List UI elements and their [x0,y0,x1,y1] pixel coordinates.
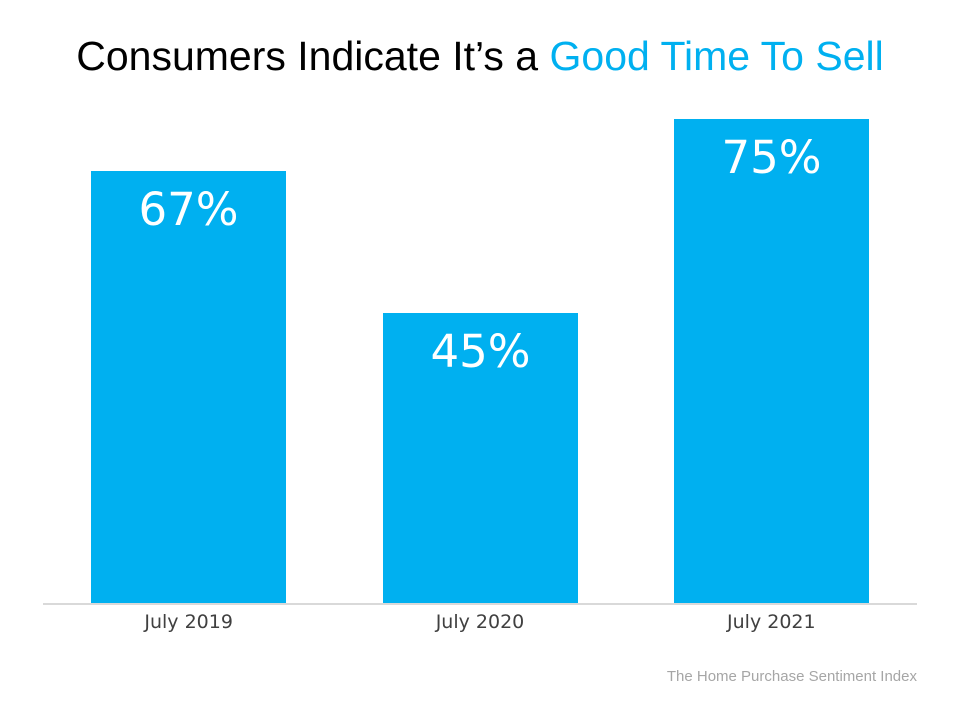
x-axis-labels: July 2019 July 2020 July 2021 [43,611,917,633]
bar-value-label: 67% [138,183,239,236]
title-text: Consumers Indicate It’s a [76,33,550,79]
chart-title: Consumers Indicate It’s a Good Time To S… [0,33,960,80]
x-axis-label: July 2019 [144,611,233,633]
x-axis-label: July 2021 [727,611,816,633]
bar-value-label: 45% [430,325,531,378]
source-caption: The Home Purchase Sentiment Index [666,668,917,685]
title-accent-text: Good Time To Sell [549,33,884,79]
x-axis-label: July 2020 [435,611,525,633]
bar-value-label: 75% [721,131,822,184]
chart-plot-area: 67% 45% 75% [43,87,917,605]
bar-july-2019: 67% [91,171,286,603]
bar-july-2020: 45% [383,313,578,603]
bar-july-2021: 75% [674,119,869,603]
